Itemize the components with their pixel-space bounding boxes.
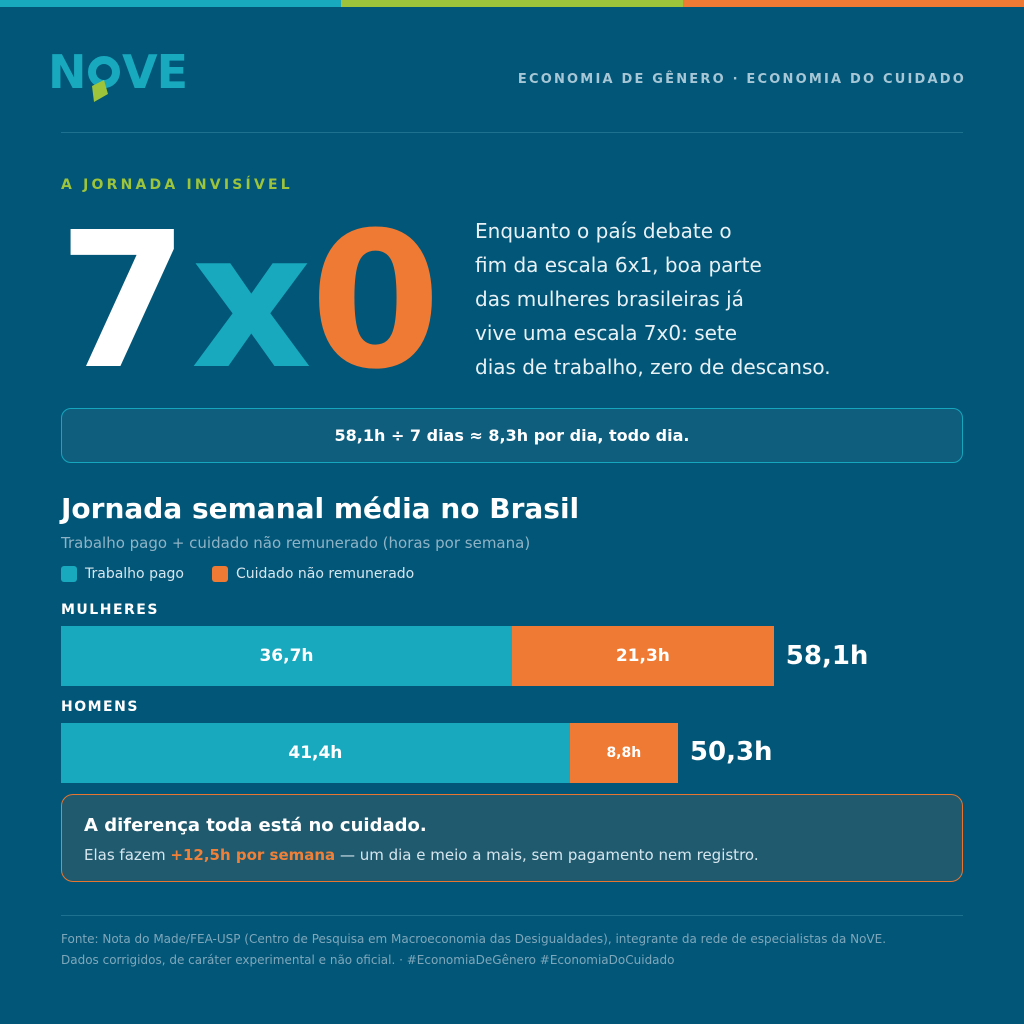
footer: Fonte: Nota do Made/FEA-USP (Centro de P… — [61, 929, 963, 971]
intro-line: vive uma escala 7x0: sete — [475, 321, 738, 345]
callout-text-after: — um dia e meio a mais, sem pagamento ne… — [335, 846, 759, 864]
hero-intro: Enquanto o país debate o fim da escala 6… — [475, 214, 895, 384]
intro-line: fim da escala 6x1, boa parte — [475, 253, 762, 277]
top-color-bar — [0, 0, 1024, 7]
bar-row-women: 36,7h 21,3h — [61, 626, 774, 686]
bar-segment-care: 21,3h — [512, 626, 774, 686]
big-x: x — [190, 192, 312, 411]
callout-text: Elas fazem +12,5h por semana — um dia e … — [84, 846, 940, 864]
bar-row-men: 41,4h 8,8h — [61, 723, 678, 783]
bar-segment-paid: 41,4h — [61, 723, 570, 783]
footer-divider — [61, 915, 963, 916]
callout-text-before: Elas fazem — [84, 846, 171, 864]
intro-line: das mulheres brasileiras já — [475, 287, 744, 311]
footer-line-notes: Dados corrigidos, de caráter experimenta… — [61, 953, 675, 967]
chart-legend: Trabalho pago Cuidado não remunerado — [61, 566, 414, 582]
chart-title: Jornada semanal média no Brasil — [61, 492, 580, 525]
legend-label-care: Cuidado não remunerado — [236, 566, 415, 582]
big-zero: 0 — [310, 192, 441, 411]
header-tagline: ECONOMIA DE GÊNERO · ECONOMIA DO CUIDADO — [517, 72, 966, 87]
callout-title: A diferença toda está no cuidado. — [84, 815, 427, 836]
hero-big-number: 7 x 0 — [58, 192, 441, 411]
group-label-men: HOMENS — [61, 699, 139, 715]
top-bar-orange — [682, 0, 1024, 7]
callout-highlight: +12,5h por semana — [170, 846, 336, 864]
header: N VE ECONOMIA DE GÊNERO · ECONOMIA DO CU… — [48, 46, 966, 106]
footer-line-source: Fonte: Nota do Made/FEA-USP (Centro de P… — [61, 932, 887, 946]
header-divider — [61, 132, 963, 133]
formula-box: 58,1h ÷ 7 dias ≈ 8,3h por dia, todo dia. — [61, 408, 963, 463]
big-seven: 7 — [58, 192, 189, 411]
top-bar-teal — [0, 0, 342, 7]
legend-swatch-care — [212, 566, 228, 582]
bar-segment-care: 8,8h — [569, 723, 678, 783]
chart-subtitle: Trabalho pago + cuidado não remunerado (… — [61, 534, 531, 552]
svg-text:VE: VE — [122, 46, 187, 99]
intro-line: Enquanto o país debate o — [475, 219, 732, 243]
intro-line: dias de trabalho, zero de descanso. — [475, 355, 831, 379]
legend-item-care: Cuidado não remunerado — [212, 566, 414, 582]
legend-label-paid: Trabalho pago — [85, 566, 184, 582]
svg-text:N: N — [48, 46, 86, 99]
legend-item-paid: Trabalho pago — [61, 566, 184, 582]
nove-logo: N VE — [48, 46, 188, 102]
bar-total-women: 58,1h — [785, 641, 869, 671]
top-bar-green — [341, 0, 683, 7]
bar-segment-paid: 36,7h — [61, 626, 512, 686]
hero-kicker: A JORNADA INVISÍVEL — [61, 177, 293, 193]
legend-swatch-paid — [61, 566, 77, 582]
group-label-women: MULHERES — [61, 602, 159, 618]
callout-box: A diferença toda está no cuidado. Elas f… — [61, 794, 963, 882]
bar-total-men: 50,3h — [689, 737, 773, 767]
